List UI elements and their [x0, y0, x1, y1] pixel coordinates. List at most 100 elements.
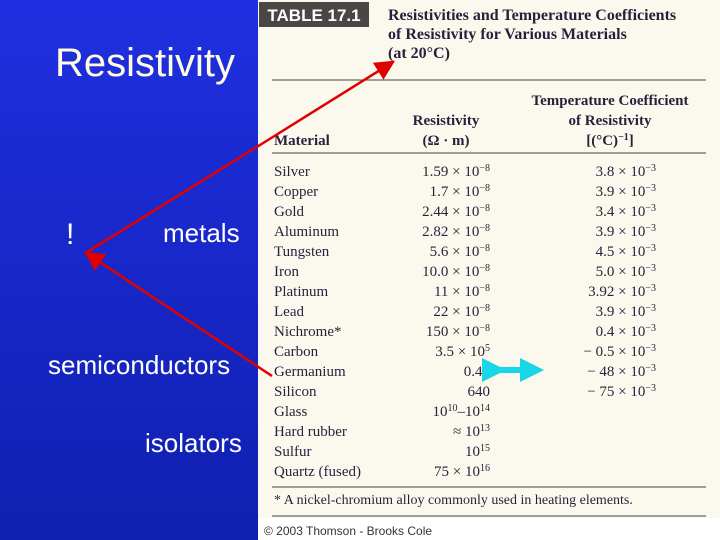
- coefficient: 0.4 × 10−3: [596, 323, 656, 341]
- coefficient: − 75 × 10−3: [587, 383, 656, 401]
- exponent: −8: [479, 303, 490, 314]
- cell-text: 3.9 × 10: [596, 224, 646, 240]
- material: Silicon: [274, 384, 317, 400]
- resistivity: 2.44 × 10−8: [422, 203, 490, 221]
- cell-text: 75 × 10: [434, 464, 480, 480]
- resistivity: 640: [468, 384, 491, 400]
- cell-text: 3.5 × 10: [435, 344, 485, 360]
- resistivity: 1010–1014: [433, 403, 491, 421]
- table-tag-box: [259, 2, 369, 27]
- material: Sulfur: [274, 444, 312, 460]
- exponent: −3: [645, 283, 656, 294]
- label: metals: [163, 218, 240, 248]
- cell-text: 150 × 10: [426, 324, 479, 340]
- material: Carbon: [274, 344, 319, 360]
- exponent: 16: [480, 463, 490, 474]
- column-header: of Resistivity: [569, 113, 652, 129]
- exponent: −8: [479, 223, 490, 234]
- coefficient: − 48 × 10−3: [587, 363, 656, 381]
- material: Gold: [274, 204, 305, 220]
- cell-text: 640: [468, 384, 491, 400]
- arrow: [83, 251, 273, 378]
- material: Silver: [274, 164, 310, 180]
- coefficient: 3.92 × 10−3: [588, 283, 656, 301]
- slide-title: Resistivity: [55, 41, 235, 85]
- cell-text: 3.9 × 10: [596, 304, 646, 320]
- coefficient: − 0.5 × 10−3: [583, 343, 656, 361]
- table-caption: of Resistivity for Various Materials: [388, 26, 627, 43]
- exclamation: !: [66, 218, 74, 251]
- resistivity: ≈ 1013: [453, 423, 490, 441]
- label: semiconductors: [48, 350, 230, 380]
- cell-text: –10: [457, 404, 481, 420]
- cell-text: 0.46: [464, 364, 491, 380]
- resistivity: 0.46: [464, 364, 491, 380]
- resistivity: 1.7 × 10−8: [430, 183, 490, 201]
- cell-text: 10: [433, 404, 448, 420]
- cell-text: 11 × 10: [434, 284, 479, 300]
- column-header: [(°C)−1]: [586, 132, 634, 150]
- cell-text: [(°C): [586, 133, 618, 149]
- footnote: * A nickel-chromium alloy commonly used …: [274, 493, 633, 508]
- cell-text: 4.5 × 10: [596, 244, 646, 260]
- material: Quartz (fused): [274, 464, 361, 480]
- coefficient: 3.9 × 10−3: [596, 303, 656, 321]
- cell-text: 5.6 × 10: [430, 244, 480, 260]
- coefficient: 3.9 × 10−3: [596, 223, 656, 241]
- resistivity: 3.5 × 105: [435, 343, 490, 361]
- resistivity: 2.82 × 10−8: [422, 223, 490, 241]
- cell-text: 1.59 × 10: [422, 164, 479, 180]
- credit-strip: [258, 518, 720, 540]
- exponent: −3: [645, 223, 656, 234]
- material: Glass: [274, 404, 307, 420]
- cell-text: ≈ 10: [453, 424, 480, 440]
- cell-text: − 0.5 × 10: [583, 344, 645, 360]
- exponent: −3: [645, 323, 656, 334]
- table-caption: (at 20°C): [388, 45, 450, 62]
- table-tag: TABLE 17.1: [267, 6, 360, 25]
- column-header: (Ω · m): [423, 133, 470, 149]
- resistivity: 1.59 × 10−8: [422, 163, 490, 181]
- material: Hard rubber: [274, 424, 347, 440]
- exponent: −8: [479, 283, 490, 294]
- cell-text: 2.82 × 10: [422, 224, 479, 240]
- exponent: −3: [645, 303, 656, 314]
- exponent: −3: [645, 183, 656, 194]
- exponent: −3: [645, 263, 656, 274]
- cell-text: − 48 × 10: [587, 364, 645, 380]
- exponent: −3: [645, 363, 656, 374]
- exponent: −8: [479, 263, 490, 274]
- exponent: −3: [645, 243, 656, 254]
- exponent: 14: [480, 403, 490, 414]
- exponent: 5: [485, 343, 490, 354]
- cell-text: 22 × 10: [433, 304, 479, 320]
- cell-text: 2.44 × 10: [422, 204, 479, 220]
- label: isolators: [145, 428, 242, 458]
- coefficient: 5.0 × 10−3: [596, 263, 656, 281]
- exponent: −8: [479, 163, 490, 174]
- table-panel: [258, 0, 720, 540]
- exponent: −8: [479, 183, 490, 194]
- exponent: −1: [618, 132, 629, 143]
- exponent: −8: [479, 243, 490, 254]
- cell-text: 1.7 × 10: [430, 184, 480, 200]
- material: Iron: [274, 264, 299, 280]
- coefficient: 3.9 × 10−3: [596, 183, 656, 201]
- cell-text: 0.4 × 10: [596, 324, 646, 340]
- material: Copper: [274, 184, 318, 200]
- material: Aluminum: [274, 224, 339, 240]
- exponent: 10: [448, 403, 458, 414]
- exponent: 13: [480, 423, 490, 434]
- material: Germanium: [274, 364, 346, 380]
- material: Platinum: [274, 284, 329, 300]
- exponent: −8: [479, 203, 490, 214]
- material: Nichrome*: [274, 324, 341, 340]
- cell-text: 5.0 × 10: [596, 264, 646, 280]
- column-header: Resistivity: [413, 113, 480, 129]
- cell-text: ]: [629, 133, 634, 149]
- cell-text: 10.0 × 10: [422, 264, 479, 280]
- coefficient: 4.5 × 10−3: [596, 243, 656, 261]
- column-header: Material: [274, 133, 330, 149]
